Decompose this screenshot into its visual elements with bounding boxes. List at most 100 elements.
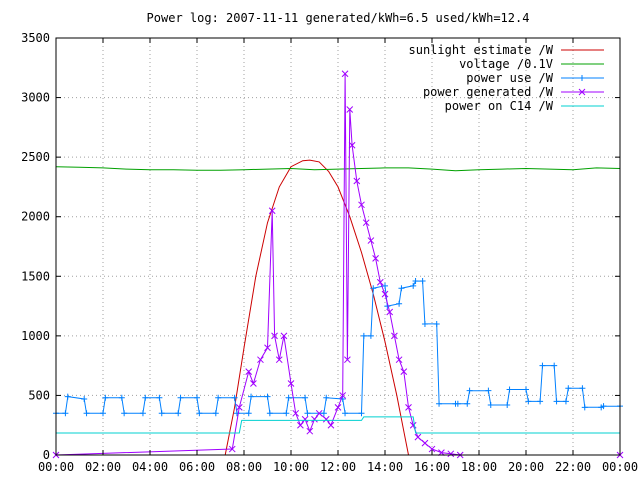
data-point — [268, 207, 276, 215]
data-point — [287, 380, 295, 387]
data-point — [396, 300, 403, 307]
data-point — [194, 394, 200, 401]
data-point — [358, 201, 365, 209]
data-point — [367, 237, 375, 244]
data-point — [215, 394, 222, 401]
data-point — [292, 409, 300, 417]
data-point — [382, 282, 388, 289]
data-point — [386, 308, 394, 316]
data-point — [320, 410, 327, 417]
data-point — [245, 368, 253, 375]
data-point — [348, 141, 356, 149]
series-line — [55, 166, 621, 172]
legend-label: power generated /W — [423, 85, 554, 99]
series-line — [56, 280, 620, 414]
data-point — [250, 380, 257, 387]
data-point — [466, 387, 473, 394]
x-tick-label: 00:00 — [38, 460, 74, 474]
series-2 — [53, 278, 623, 417]
data-point — [83, 410, 90, 417]
series-line — [55, 73, 620, 456]
data-point — [334, 403, 342, 411]
data-point — [421, 439, 429, 447]
data-point — [248, 393, 255, 400]
data-point — [421, 320, 428, 327]
data-point — [121, 410, 128, 417]
data-point — [100, 410, 106, 417]
data-point — [400, 368, 408, 375]
data-point — [81, 396, 88, 403]
data-point — [297, 421, 304, 429]
series-1 — [55, 166, 621, 172]
data-point — [454, 400, 461, 407]
data-point — [280, 332, 288, 340]
data-point — [275, 356, 283, 364]
data-point — [62, 410, 69, 417]
data-point — [64, 393, 71, 400]
x-tick-label: 16:00 — [414, 460, 450, 474]
data-point — [600, 403, 607, 410]
x-tick-label: 08:00 — [226, 460, 262, 474]
data-point — [306, 427, 314, 435]
data-point — [264, 393, 271, 400]
data-point — [428, 445, 436, 453]
data-point — [562, 398, 569, 405]
data-point — [412, 278, 419, 285]
x-tick-label: 22:00 — [555, 460, 591, 474]
data-point — [339, 392, 347, 399]
data-point — [504, 401, 511, 408]
data-point — [381, 290, 389, 298]
y-tick-label: 2000 — [21, 210, 50, 224]
x-tick-label: 14:00 — [367, 460, 403, 474]
data-point — [579, 75, 585, 81]
data-point — [553, 398, 560, 405]
data-point — [405, 403, 412, 411]
y-axis: 0 500 1000 1500 2000 2500 3000 3500 — [21, 31, 620, 462]
data-point — [346, 106, 354, 113]
grid-lines — [56, 38, 620, 455]
data-point — [485, 387, 492, 394]
data-point — [395, 356, 403, 364]
data-point — [506, 386, 513, 393]
x-tick-label: 18:00 — [461, 460, 497, 474]
x-tick-label: 04:00 — [132, 460, 168, 474]
data-point — [302, 394, 309, 401]
data-point — [339, 396, 346, 403]
data-point — [156, 394, 163, 401]
data-point — [322, 415, 330, 423]
data-point — [487, 401, 494, 408]
legend-item: power use /W — [466, 71, 604, 85]
legend-label: power on C14 /W — [445, 99, 554, 113]
data-point — [118, 394, 125, 401]
data-point — [285, 394, 292, 401]
y-tick-label: 0 — [43, 448, 50, 462]
data-point — [362, 219, 370, 227]
legend-item: power on C14 /W — [445, 99, 604, 113]
data-point — [537, 398, 544, 405]
data-point — [376, 278, 384, 286]
data-point — [341, 70, 349, 78]
series-line — [56, 416, 620, 434]
series-3 — [52, 70, 624, 459]
data-point — [233, 410, 240, 417]
data-point — [344, 356, 351, 364]
data-point — [539, 362, 546, 369]
legend-item: power generated /W — [423, 85, 604, 99]
x-axis: 00:00 02:00 04:00 06:00 08:00 10:00 12:00 14:00… — [38, 38, 638, 474]
data-point — [327, 421, 335, 429]
data-point — [391, 332, 398, 340]
series-line — [224, 159, 409, 456]
legend-label: sunlight estimate /W — [409, 43, 554, 57]
x-tick-label: 00:00 — [602, 460, 638, 474]
data-point — [264, 344, 271, 352]
y-tick-label: 1500 — [21, 269, 50, 283]
legend-label: power use /W — [466, 71, 553, 85]
data-point — [235, 403, 243, 411]
data-point — [367, 332, 374, 339]
data-point — [578, 88, 586, 96]
data-point — [447, 450, 455, 458]
data-point — [372, 255, 379, 262]
y-tick-label: 2500 — [21, 150, 50, 164]
